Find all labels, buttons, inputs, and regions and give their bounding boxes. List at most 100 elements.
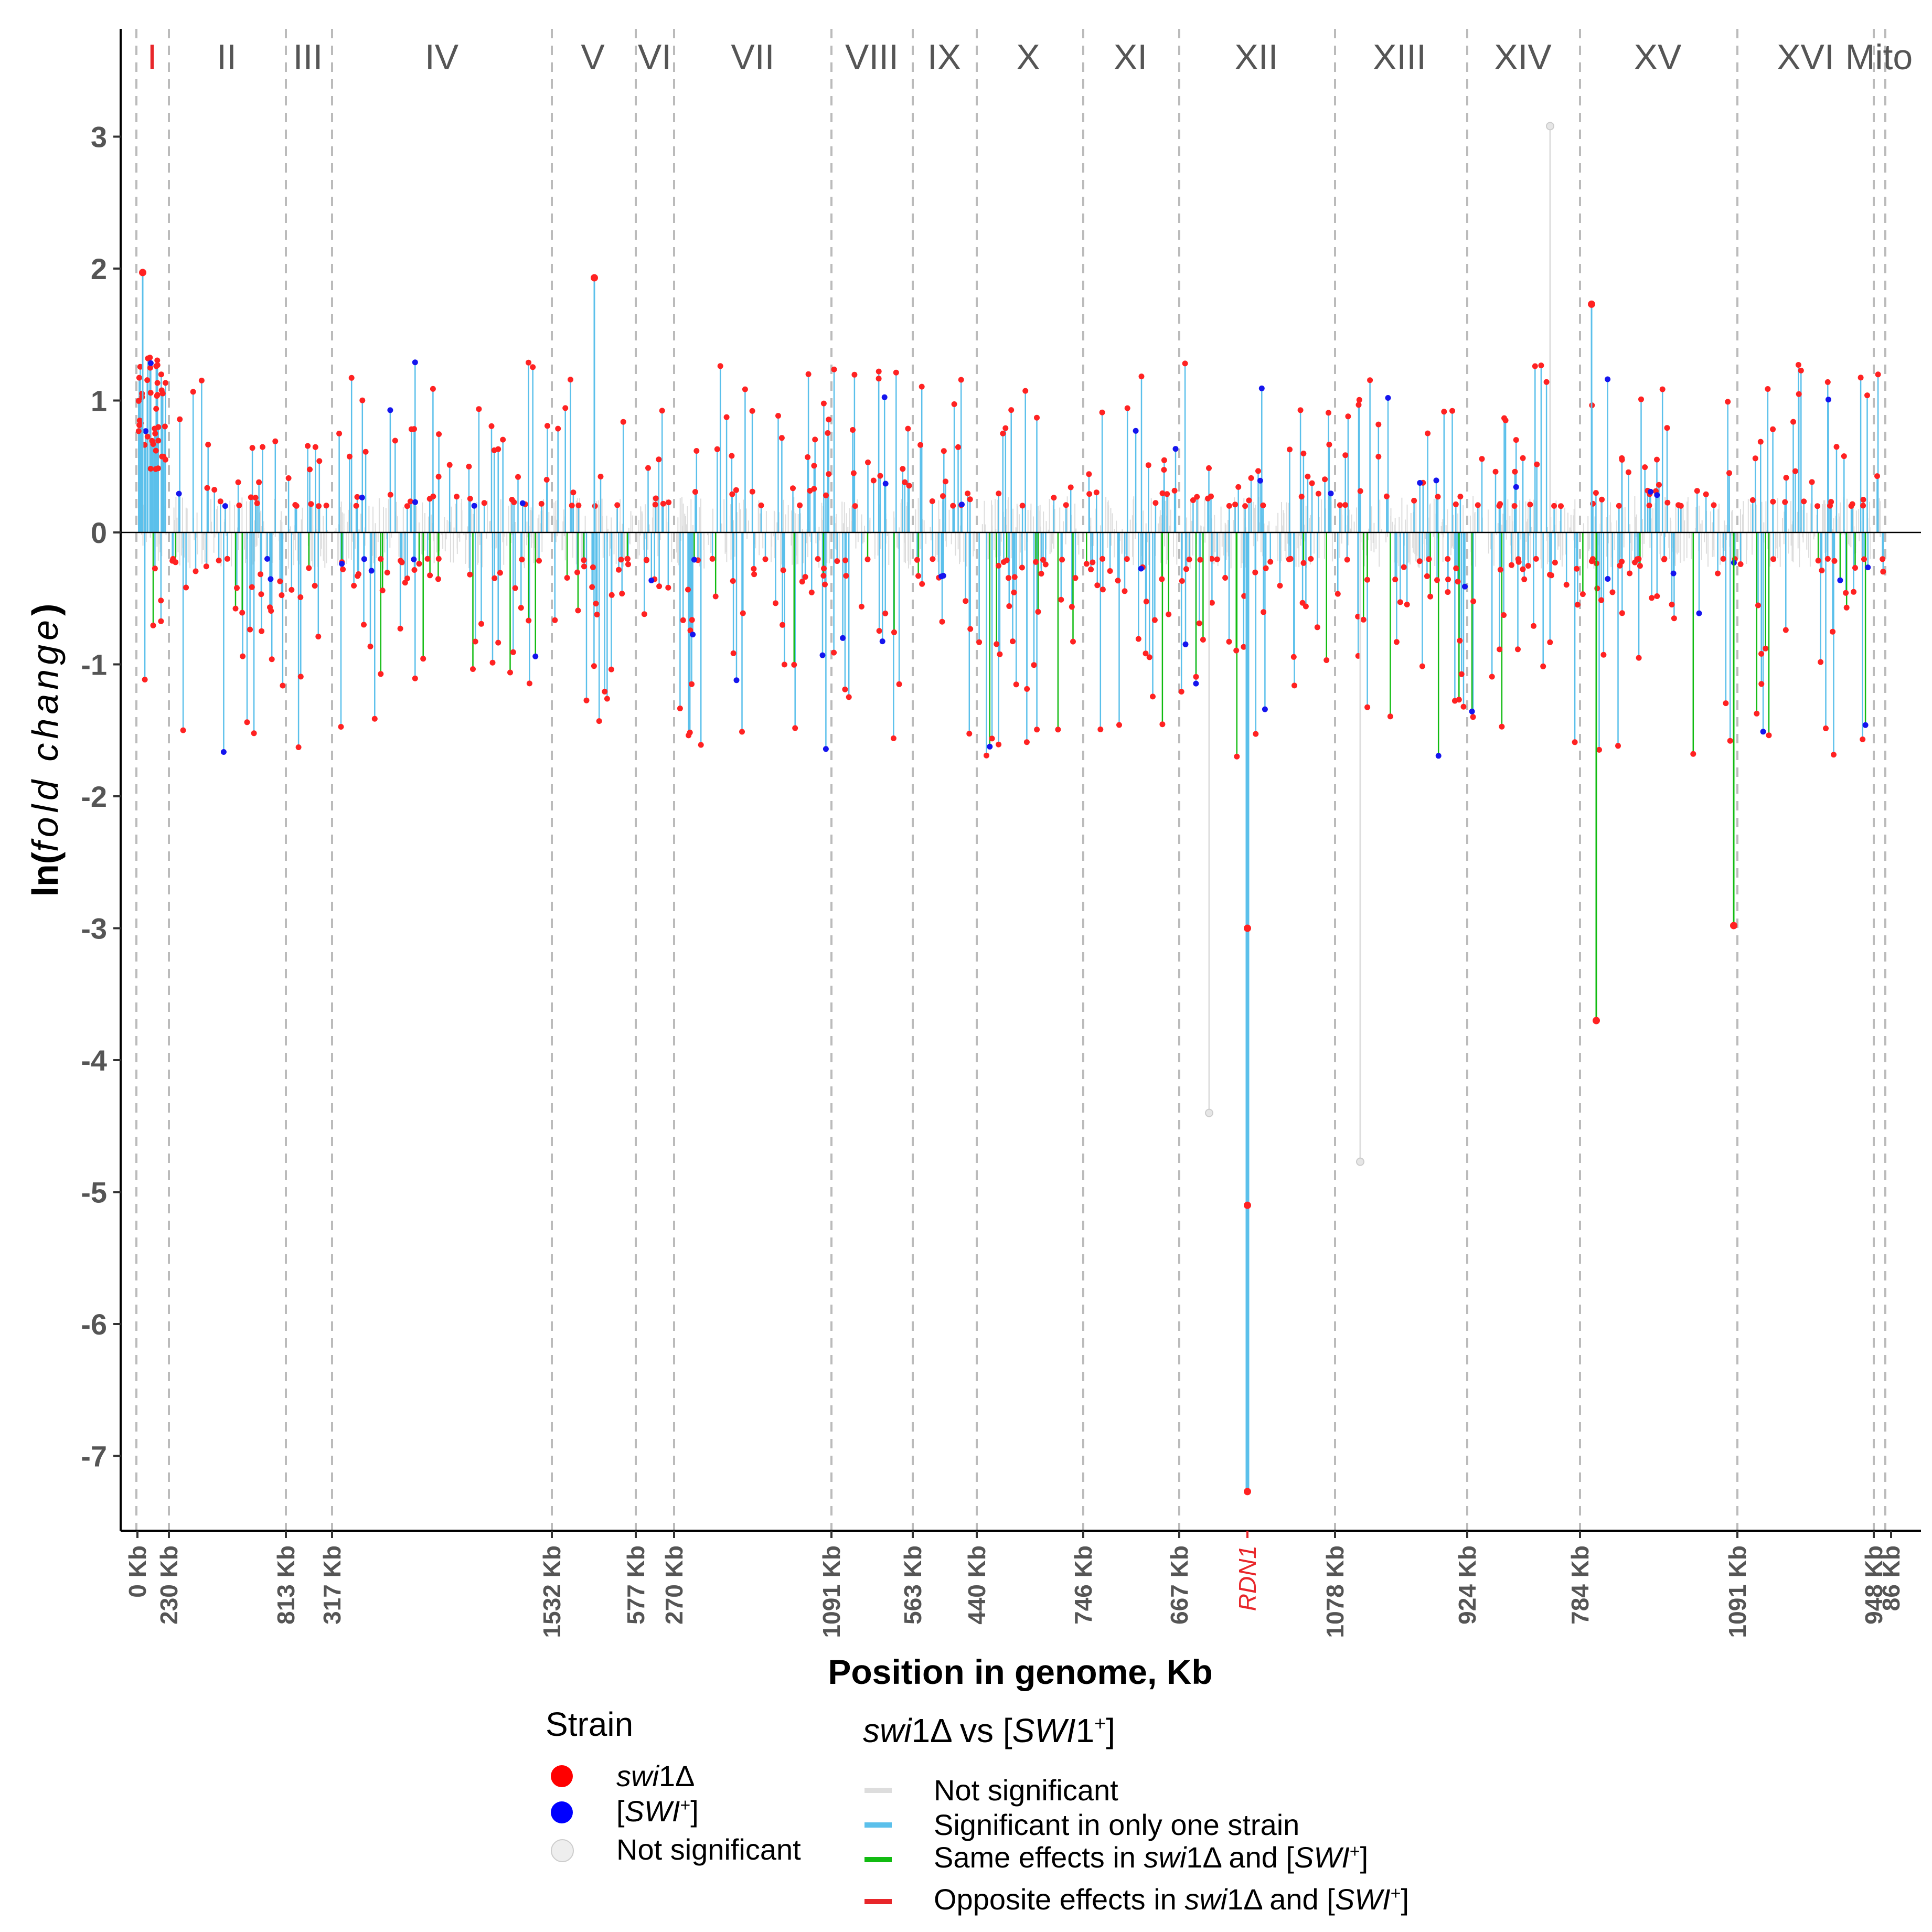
chromosome-IX-one-strain-stems [916,380,971,734]
swi1-point [943,478,948,485]
notable-point-1-0 [1593,1017,1600,1024]
opposite-effects-sup: + [1390,1883,1401,1904]
swi1-point [780,567,786,573]
swi1-point [1159,490,1166,496]
swi1-point [864,556,871,562]
swi1-point [1322,476,1328,483]
swi1-point [1375,454,1382,460]
swi1-point [467,571,473,578]
swi1-point [1342,502,1348,508]
swi1-point [589,584,595,590]
swi1-point [1574,565,1580,572]
swi1-point [940,493,946,499]
swi-plus-point [359,495,365,500]
swi1-point [966,731,973,737]
notable-point-4-0 [591,274,598,282]
swi1-point [1659,386,1666,392]
swi1-point [1824,379,1831,385]
swi1-point [778,435,785,441]
swi1-point [153,363,159,369]
swi1-point [823,492,829,498]
x-tick-label: 784 Kb [1566,1545,1594,1625]
swi1-point [799,579,805,585]
swi1-point [1579,591,1586,597]
swi1-point [1531,623,1536,629]
swi1-point [552,617,558,623]
swi1-point [1445,556,1451,562]
swi1-point [852,503,858,509]
swi1-point [267,604,273,611]
swi1-point [820,400,827,407]
chromosome-X-one-strain-stems [978,391,1076,756]
swi1-point [1457,637,1463,644]
swi1-point [1086,471,1092,477]
swi1-point [808,589,815,595]
swi1-point [831,649,837,656]
swi1-point [1827,503,1833,509]
chromosome-II-one-strain-stems [172,380,284,752]
swi1-point [709,556,716,562]
swi1-point [1345,413,1351,420]
swi1-point [248,494,254,500]
swi1-point [420,656,426,662]
swi1-point [1849,501,1855,507]
swi1-point [1099,409,1105,415]
swi1-point [1715,570,1721,577]
chromosome-II-points [169,377,286,755]
swi1-point [399,559,405,565]
swi1-point [792,725,798,731]
same-effects-sup: + [1349,1841,1360,1862]
swi1-point [914,557,920,563]
swi1-point [643,557,649,563]
chromosome-XII-points [1178,360,1334,760]
swi1-point [843,573,849,579]
swi-plus-point [1385,395,1391,401]
swi1-point [1323,657,1330,663]
swi1-point [1116,722,1122,728]
tick-labels: 3 2 1 0 -1 -2 -3 -4 -5 -6 -7 ln(fold change) Positio… [25,121,1905,1692]
swi1-point [1297,407,1304,413]
swi1-point [1159,576,1165,582]
x-tick-label: 86 Kb [1877,1545,1905,1611]
swi1-point [1664,425,1670,431]
chromosome-V-one-strain-stems [554,379,629,721]
swi1-point [1315,490,1321,497]
chromosome-III-points [285,443,329,750]
y-tick-label: -2 [81,780,107,813]
swi1-point [355,571,361,577]
swi-plus-point [1328,490,1334,497]
swi-plus-point [176,490,182,497]
swi1-point [1508,562,1514,568]
swi1-point [1397,599,1403,605]
notable-point-0-1 [1244,1201,1251,1209]
swi1-point [1097,727,1104,732]
swi1-point [1795,362,1801,368]
swi1-point [780,622,786,628]
swi1-point [1880,569,1886,575]
chromosome-VI-background-stems [637,496,673,562]
swi1-point [305,443,311,449]
swi1-point [412,675,418,681]
swi1-point [575,607,581,614]
swi-plus-point [411,556,417,562]
swi1-point [1058,596,1064,603]
swi-plus-point [1513,484,1519,490]
swi1-point [930,556,936,562]
swi1-point [1547,572,1553,578]
chromosome-III-one-strain-stems [287,446,327,748]
swi1-point [247,626,253,633]
x-tick-label: 270 Kb [660,1545,688,1625]
swi1-point [1019,503,1026,509]
swi1-point [203,563,209,570]
swi1-point [1841,453,1847,460]
swi1-point [1424,573,1430,579]
swi1-point [1152,500,1159,506]
y-tick-label: 1 [91,385,107,418]
swi-plus-point [361,556,367,562]
swi1-point [1208,493,1214,499]
swi1-point [1034,414,1040,421]
swi1-point [1619,610,1625,616]
swi1-point [354,494,360,500]
swi1-point [822,581,828,588]
swi1-point [152,425,158,432]
